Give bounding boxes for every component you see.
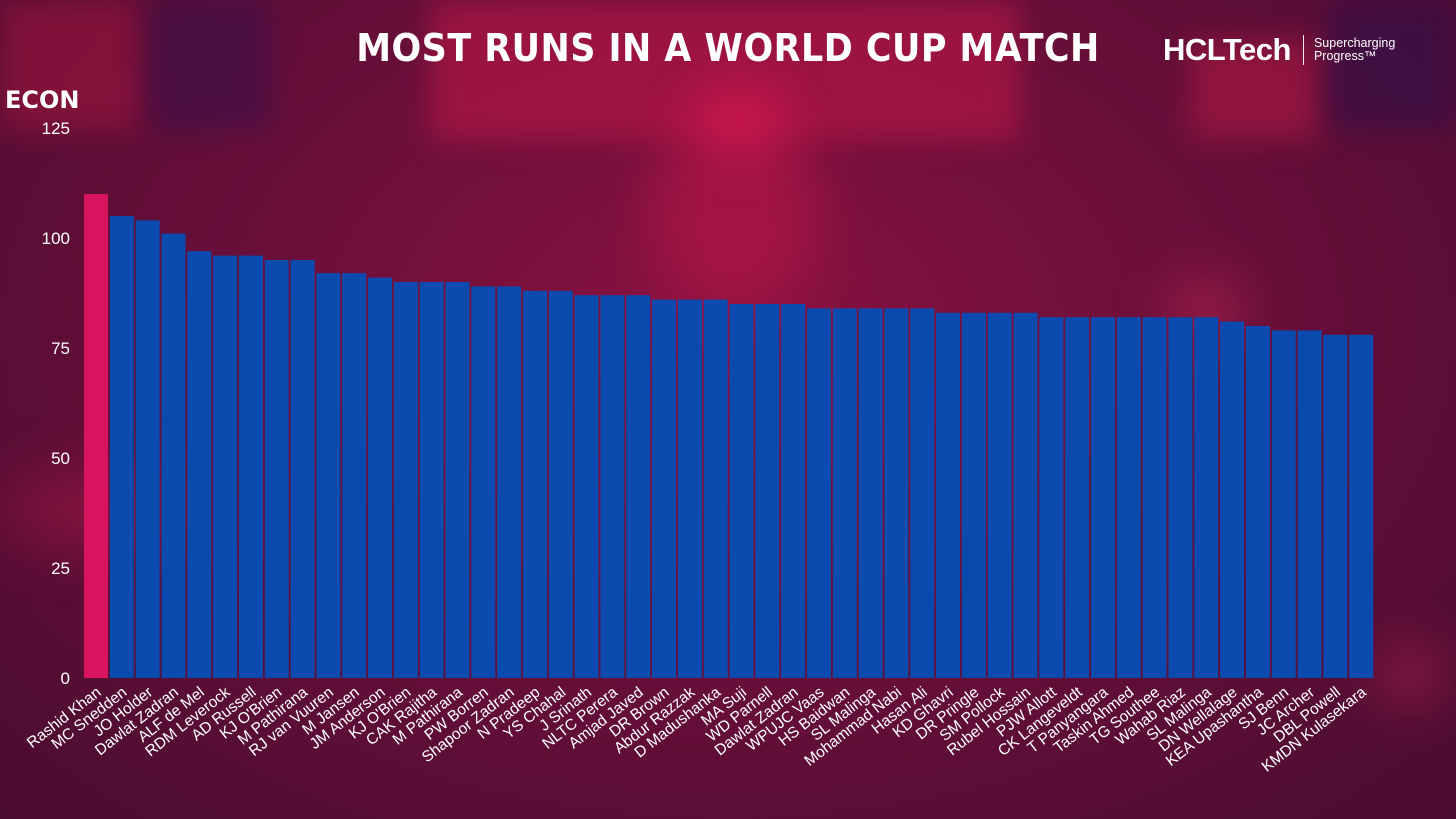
background-panel-right xyxy=(1190,40,1320,140)
bar xyxy=(600,295,625,678)
bar xyxy=(1323,334,1348,678)
background-panel-dark-right xyxy=(1330,0,1456,130)
chart-title: MOST RUNS IN A WORLD CUP MATCH xyxy=(356,26,1100,70)
bar xyxy=(729,304,754,678)
brand-logo: HCLTech Supercharging Progress™ xyxy=(1163,32,1395,68)
y-tick-label: 25 xyxy=(51,559,70,578)
background-panel-left xyxy=(0,0,140,130)
bar xyxy=(574,295,599,678)
bar xyxy=(1245,326,1270,678)
bar xyxy=(497,286,522,678)
bar xyxy=(884,308,909,678)
bar xyxy=(1349,334,1374,678)
bar xyxy=(1142,317,1167,678)
bar xyxy=(522,290,547,678)
bar xyxy=(419,282,444,678)
bar xyxy=(858,308,883,678)
bar xyxy=(1065,317,1090,678)
bar xyxy=(987,312,1012,678)
bar xyxy=(910,308,935,678)
bar xyxy=(1297,330,1322,678)
bar xyxy=(781,304,806,678)
bar xyxy=(393,282,418,678)
bar xyxy=(84,194,109,678)
bar xyxy=(187,251,212,678)
bar xyxy=(1013,312,1038,678)
brand-divider xyxy=(1302,35,1304,65)
y-tick-label: 75 xyxy=(51,339,70,358)
bar xyxy=(161,233,186,678)
bar xyxy=(1194,317,1219,678)
bar xyxy=(264,260,289,678)
bar xyxy=(1090,317,1115,678)
bar xyxy=(109,216,134,678)
bar xyxy=(445,282,470,678)
brand-tagline: Supercharging Progress™ xyxy=(1314,37,1395,63)
brand-tagline-line1: Supercharging xyxy=(1313,36,1396,50)
y-tick-label: 50 xyxy=(51,449,70,468)
bar xyxy=(471,286,496,678)
bar xyxy=(213,255,238,678)
bar xyxy=(316,273,341,678)
bar xyxy=(832,308,857,678)
bar xyxy=(1116,317,1141,678)
bar xyxy=(652,299,677,678)
bar xyxy=(1168,317,1193,678)
bar xyxy=(961,312,986,678)
brand-tagline-line2: Progress™ xyxy=(1313,49,1377,63)
brand-name: HCLTech xyxy=(1163,32,1291,67)
bar xyxy=(626,295,651,678)
y-tick-label: 100 xyxy=(42,229,70,248)
bar xyxy=(135,220,160,678)
bar xyxy=(238,255,263,678)
bar xyxy=(1039,317,1064,678)
y-axis-label: ECON xyxy=(5,86,80,114)
bar xyxy=(936,312,961,678)
y-tick-label: 125 xyxy=(42,119,70,138)
bar xyxy=(290,260,315,678)
bar xyxy=(548,290,573,678)
bar xyxy=(1220,321,1245,678)
bar xyxy=(368,277,393,678)
bar xyxy=(755,304,780,678)
bar xyxy=(342,273,367,678)
bar xyxy=(703,299,728,678)
background-panel-dark-left xyxy=(150,0,270,130)
bar xyxy=(806,308,831,678)
y-tick-label: 0 xyxy=(61,669,70,688)
bar xyxy=(1271,330,1296,678)
background-glow xyxy=(1380,650,1440,700)
background-glow xyxy=(700,90,780,150)
bar xyxy=(677,299,702,678)
